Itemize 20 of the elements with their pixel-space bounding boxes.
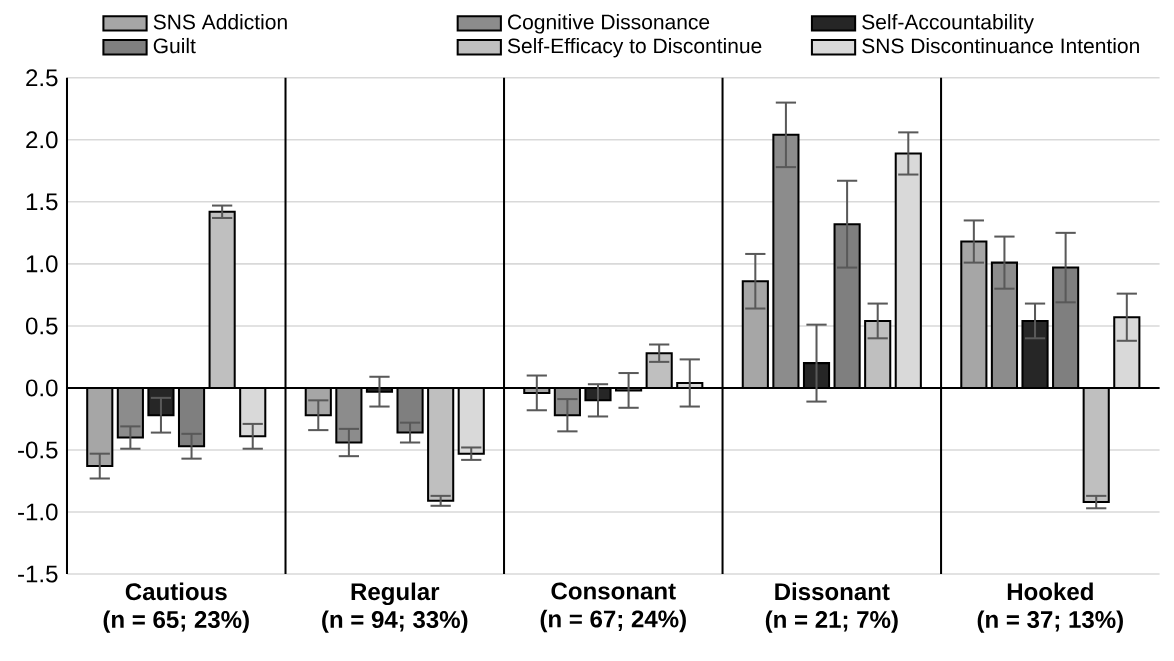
- legend-label: SNS Addiction: [153, 13, 287, 30]
- y-tick-label: 2.5: [26, 69, 58, 87]
- x-tick-label: Regular (n = 94; 33%): [322, 582, 468, 633]
- y-tick-label: 1.5: [26, 193, 58, 211]
- legend-label: SNS Discontinuance Intention: [862, 37, 1139, 54]
- legend-label: Cognitive Dissonance: [508, 13, 710, 34]
- y-tick-label: 2.0: [26, 131, 58, 149]
- y-tick-label: -1.0: [18, 503, 58, 521]
- x-tick-label: Consonant (n = 67; 24%): [540, 582, 686, 633]
- x-tick-label: Cautious (n = 65; 23%): [103, 582, 249, 633]
- y-tick-label: 0.0: [25, 379, 58, 397]
- legend-label: Self-Accountability: [862, 13, 1034, 34]
- y-tick-label: 1.0: [26, 255, 58, 273]
- legend-label: Guilt: [153, 37, 196, 54]
- x-tick-label: Dissonant (n = 21; 7%): [765, 582, 898, 633]
- legend-label: Self-Efficacy to Discontinue: [507, 37, 762, 58]
- y-tick-label: -1.5: [18, 565, 58, 583]
- y-tick-label: 0.5: [25, 317, 58, 335]
- x-tick-label: Hooked (n = 37; 13%): [977, 582, 1123, 633]
- y-tick-label: -0.5: [18, 441, 58, 459]
